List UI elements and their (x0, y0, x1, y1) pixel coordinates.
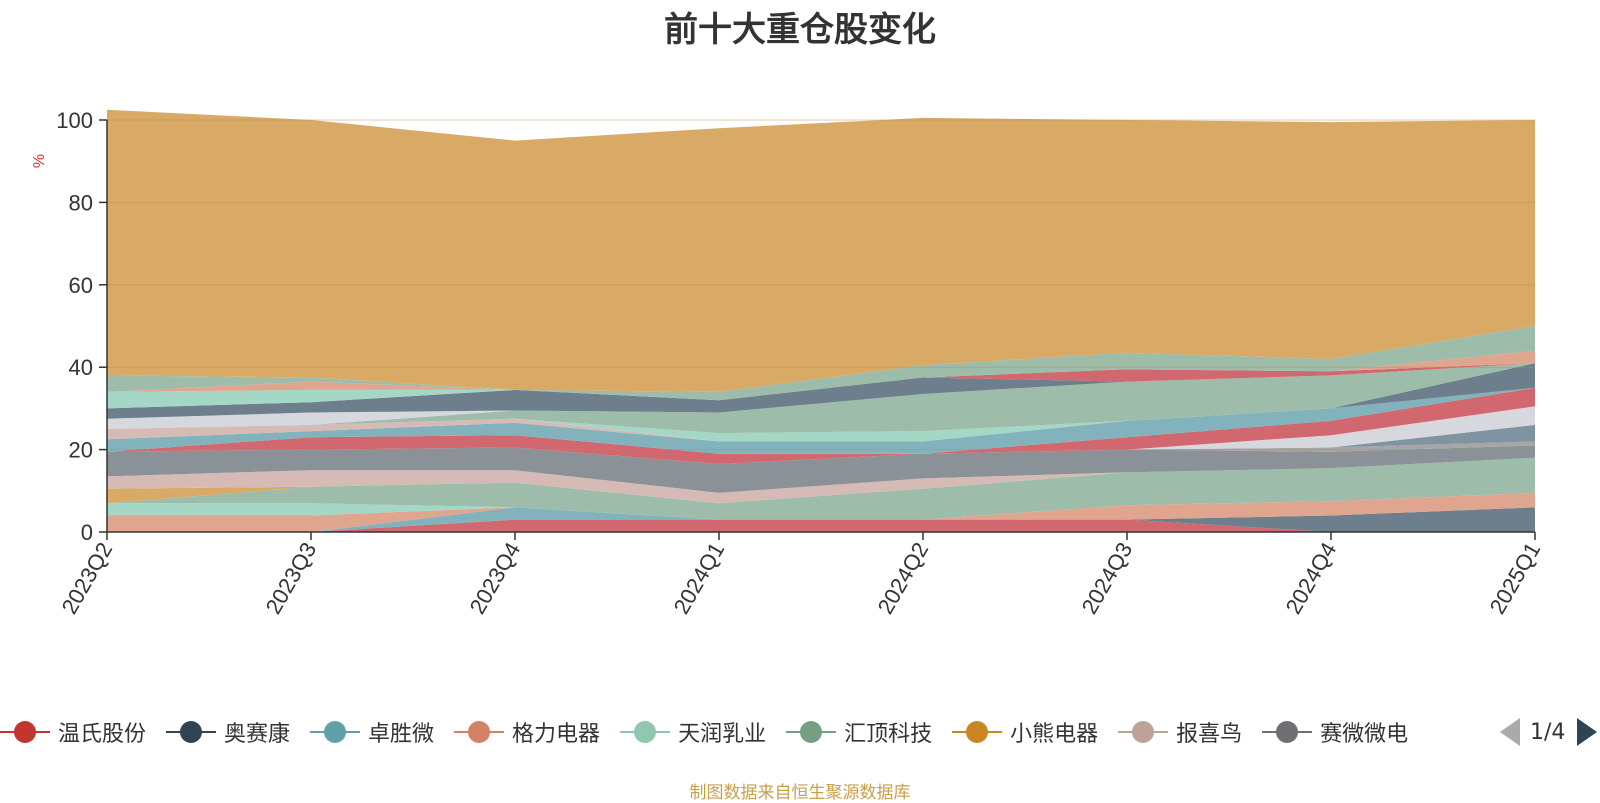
area-series-22[interactable] (107, 363, 1535, 409)
area-series-12[interactable] (107, 387, 1535, 464)
legend-symbol-icon (786, 719, 837, 745)
legend-label: 小熊电器 (1010, 722, 1099, 747)
legend-page-indicator: 1/4 (1530, 719, 1566, 745)
legend-label: 格力电器 (512, 722, 601, 747)
area-series-13[interactable] (107, 387, 1535, 454)
legend-items: 温氏股份 奥赛康 卓胜微 格力电器 天润乳业 汇顶科技 小熊电器 报喜鸟 赛微微电 (0, 712, 1480, 752)
x-tick-label: 2024Q1 (669, 538, 730, 618)
legend-symbol-icon (310, 719, 361, 745)
area-series-25[interactable] (107, 109, 1535, 392)
area-series-4[interactable] (107, 492, 1535, 520)
legend-label: 天润乳业 (678, 722, 767, 747)
x-tick-label: 2023Q3 (261, 538, 322, 618)
legend-prev-page-button[interactable] (1500, 718, 1520, 746)
x-tick-label: 2024Q2 (873, 538, 934, 618)
data-source-note: 制图数据来自恒生聚源数据库 (689, 783, 911, 803)
x-tick-label: 2023Q4 (465, 538, 526, 618)
y-tick-label: 60 (69, 273, 93, 298)
area-series-3[interactable] (107, 492, 1535, 532)
chart-title: 前十大重仓股变化 (664, 10, 936, 50)
legend-item[interactable]: 奥赛康 (166, 716, 290, 748)
x-tick-label: 2025Q1 (1485, 538, 1546, 618)
legend-label: 奥赛康 (224, 722, 291, 747)
legend-symbol-icon (952, 719, 1003, 745)
legend-symbol-icon (1118, 719, 1169, 745)
legend-label: 卓胜微 (368, 722, 435, 747)
legend-symbol-icon (166, 719, 217, 745)
legend-item[interactable]: 汇顶科技 (786, 716, 932, 748)
area-series-5[interactable] (107, 457, 1535, 520)
legend-label: 温氏股份 (58, 722, 147, 747)
legend-symbol-icon (1262, 719, 1313, 745)
x-tick-label: 2023Q2 (57, 538, 118, 618)
legend-next-page-button[interactable] (1577, 718, 1598, 746)
area-series-18[interactable] (107, 363, 1535, 434)
x-tick-label: 2024Q4 (1281, 538, 1342, 618)
legend-symbol-icon (454, 719, 505, 745)
legend-item[interactable]: 小熊电器 (952, 716, 1098, 748)
legend-item[interactable]: 天润乳业 (620, 716, 766, 748)
legend-item[interactable]: 报喜鸟 (1118, 716, 1242, 748)
legend-label: 赛微微电 (1320, 722, 1409, 747)
legend-symbol-icon (620, 719, 671, 745)
legend-item[interactable]: 赛微微电 (1262, 716, 1408, 748)
area-series-group (107, 109, 1535, 532)
area-series-20[interactable] (107, 363, 1535, 419)
legend-pager: 1/4 (1500, 712, 1598, 752)
legend-item[interactable]: 格力电器 (454, 716, 600, 748)
y-tick-label: 40 (69, 355, 93, 380)
legend-label: 报喜鸟 (1176, 722, 1243, 747)
legend: 温氏股份 奥赛康 卓胜微 格力电器 天润乳业 汇顶科技 小熊电器 报喜鸟 赛微微电 1/4 (0, 712, 1600, 752)
area-series-24[interactable] (107, 326, 1535, 401)
y-tick-label: 80 (69, 190, 93, 215)
legend-viewport: 温氏股份 奥赛康 卓胜微 格力电器 天润乳业 汇顶科技 小熊电器 报喜鸟 赛微微电 (0, 712, 1480, 752)
y-tick-label: 0 (81, 520, 93, 545)
legend-item[interactable]: 温氏股份 (0, 716, 146, 748)
area-series-21[interactable] (107, 363, 1535, 409)
area-series-7[interactable] (107, 457, 1535, 504)
area-series-8[interactable] (107, 445, 1535, 493)
area-series-0[interactable] (107, 519, 1535, 532)
x-tick-label: 2024Q3 (1077, 538, 1138, 618)
legend-item[interactable]: 卓胜微 (310, 716, 434, 748)
legend-symbol-icon (0, 719, 50, 745)
y-tick-label: 20 (69, 438, 93, 463)
y-tick-label: 100 (56, 108, 93, 133)
area-series-1[interactable] (107, 507, 1535, 532)
y-axis-label: % (31, 154, 48, 168)
area-series-16[interactable] (107, 363, 1535, 442)
stacked-area-chart: 0 20 40 60 80 100 2023Q2 2023Q3 2023Q4 2024Q1 2024… (31, 108, 1546, 618)
legend-label: 汇顶科技 (844, 722, 933, 747)
grid-lines (107, 119, 1535, 451)
area-series-19[interactable] (107, 363, 1535, 429)
area-series-23[interactable] (107, 350, 1535, 401)
